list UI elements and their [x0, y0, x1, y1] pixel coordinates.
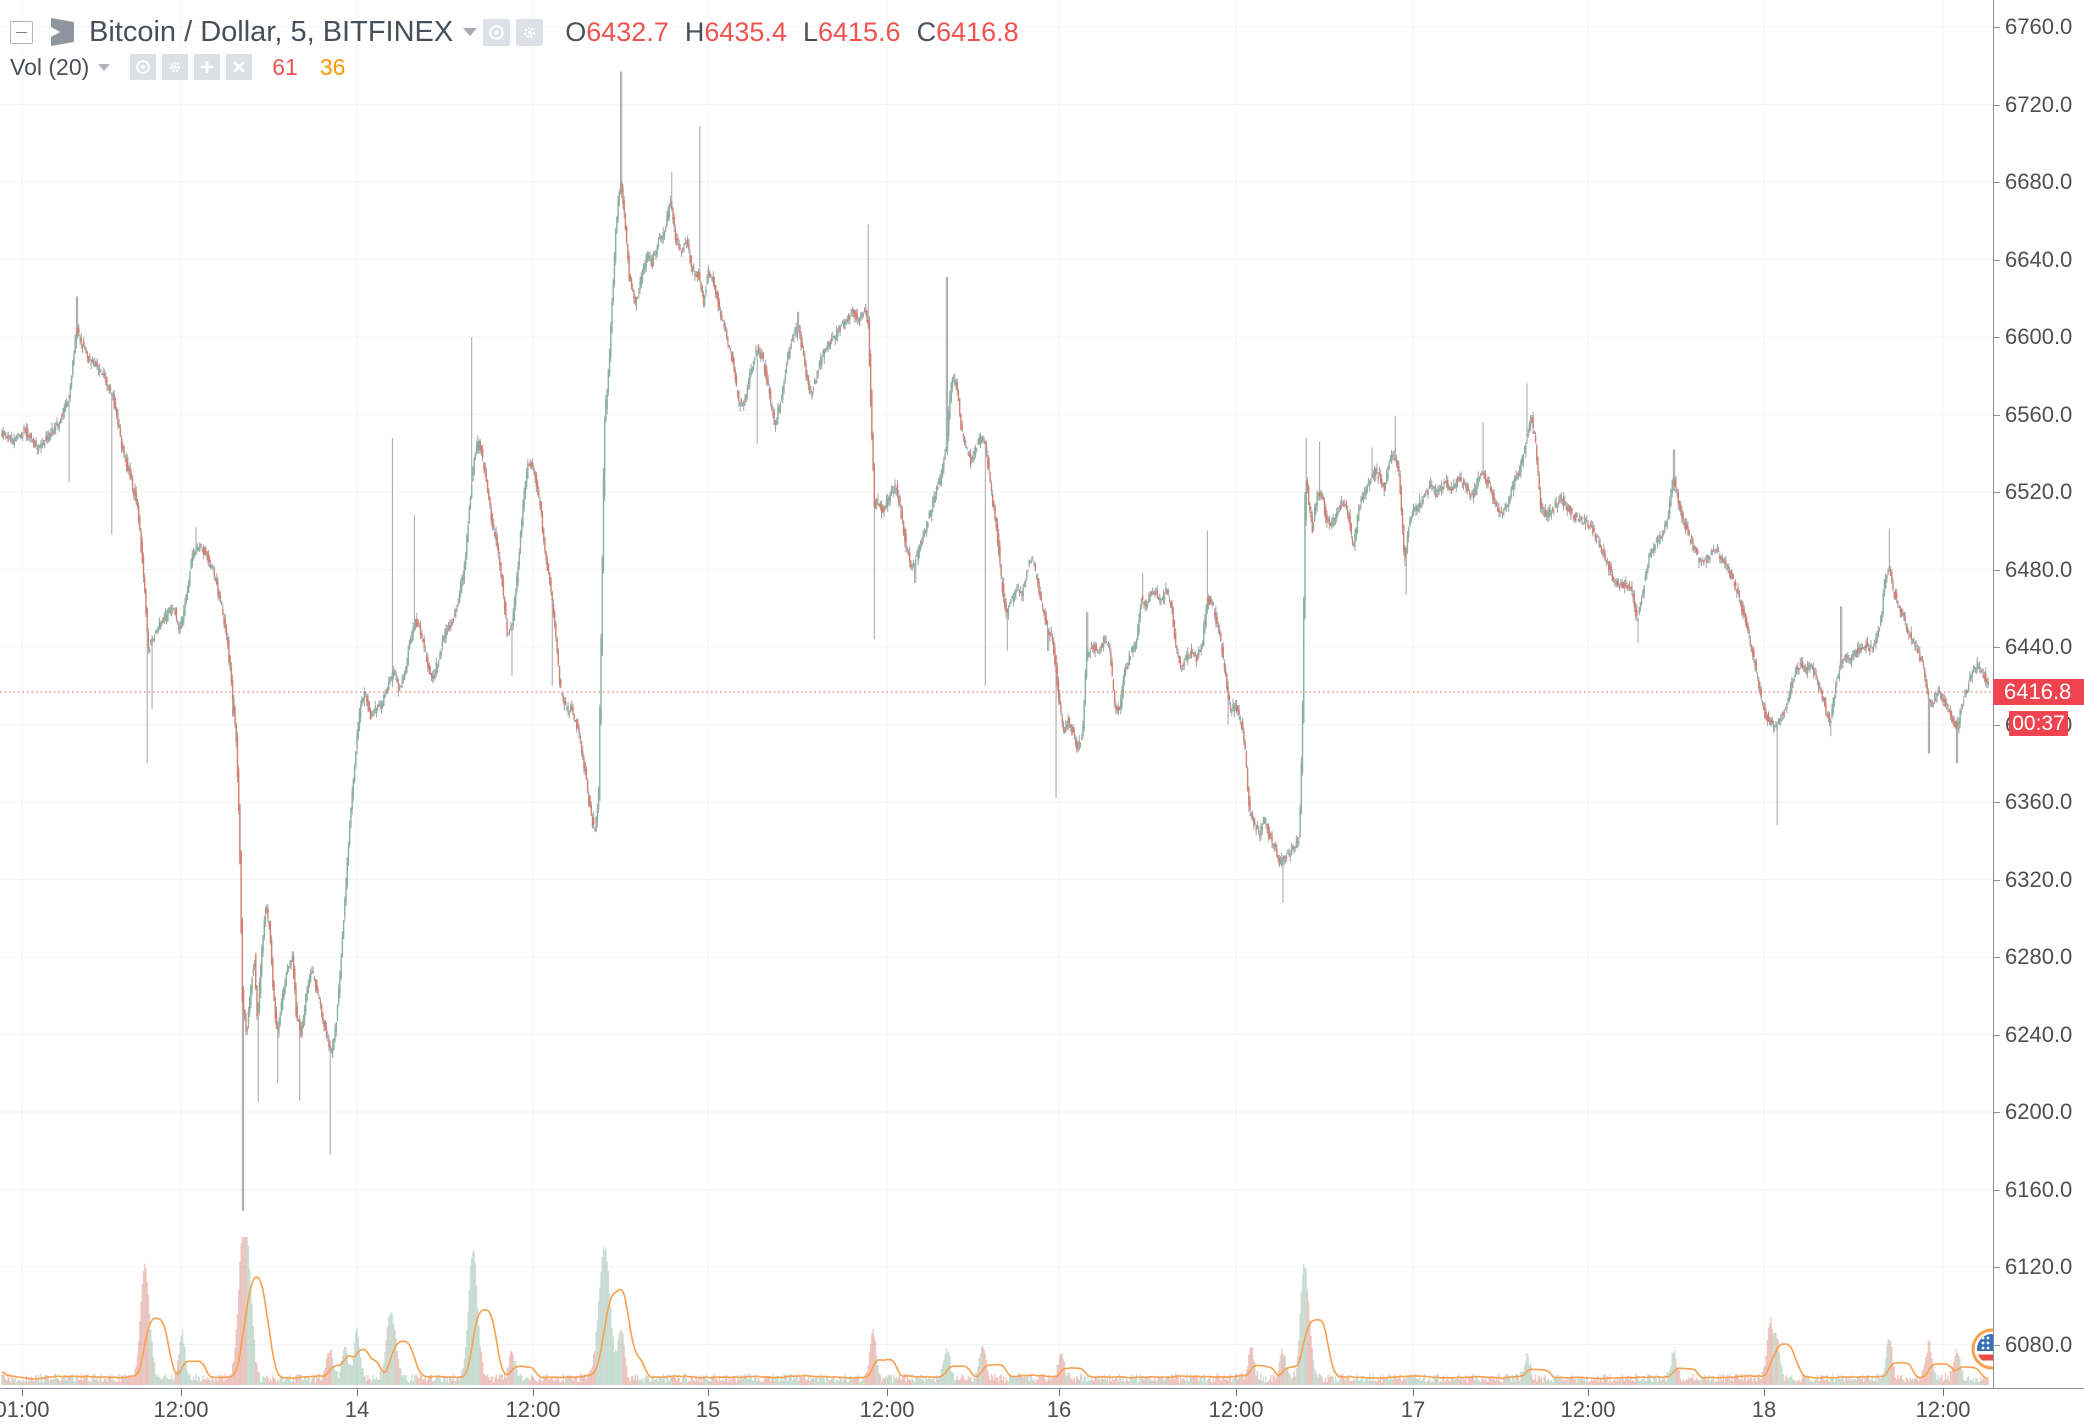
- time-tick-label: 12:00: [1915, 1397, 1971, 1422]
- price-tick-label: 6120.0: [1993, 1254, 2073, 1279]
- open-label: O: [565, 16, 587, 47]
- price-tick-label: 6600.0: [1993, 324, 2073, 349]
- series-legend-row: Bitcoin / Dollar, 5, BITFINEX O6432.7 H64…: [10, 14, 1035, 50]
- high-value: 6435.4: [704, 16, 787, 47]
- time-tick-mark: [1059, 1389, 1060, 1396]
- indicator-close-button[interactable]: [226, 54, 253, 80]
- price-tick-label: 6200.0: [1993, 1099, 2073, 1124]
- time-tick-mark: [1764, 1389, 1765, 1396]
- low-label: L: [802, 16, 818, 47]
- price-tick-label: 6560.0: [1993, 401, 2073, 427]
- series-title[interactable]: Bitcoin / Dollar, 5, BITFINEX: [89, 15, 454, 48]
- close-label: C: [916, 16, 937, 47]
- indicator-eye-button[interactable]: [130, 54, 157, 80]
- time-axis[interactable]: 01:00 12:00 14 12:00 15 12:00 16 12:00 17 12:00 18…: [0, 1388, 2084, 1424]
- high-label: H: [684, 16, 705, 47]
- time-tick-label: 12:00: [505, 1397, 561, 1422]
- time-tick-mark: [1943, 1389, 1944, 1396]
- time-tick-mark: [357, 1389, 358, 1396]
- price-tick-label: 6440.0: [1993, 634, 2073, 659]
- time-tick-label: 17: [1400, 1397, 1426, 1422]
- price-plot[interactable]: [0, 0, 1993, 1388]
- time-tick-mark: [1236, 1389, 1237, 1396]
- indicator-add-button[interactable]: [194, 54, 221, 80]
- series-flag-icon: [51, 18, 74, 46]
- time-tick-label: 12:00: [1560, 1397, 1616, 1422]
- legend-collapse-button[interactable]: [10, 20, 33, 44]
- low-value: 6415.6: [817, 16, 901, 47]
- price-tick-label: 6760.0: [1993, 14, 2073, 39]
- volume-values: 61 36: [272, 54, 345, 81]
- time-tick-mark: [181, 1389, 182, 1396]
- ohlc-readout: O6432.7 H6435.4 L6415.6 C6416.8: [565, 17, 1034, 48]
- price-tick-label: 6240.0: [1993, 1021, 2073, 1047]
- time-tick-mark: [22, 1389, 23, 1396]
- price-tick-label: 6080.0: [1993, 1331, 2073, 1357]
- time-tick-label: 12:00: [153, 1397, 209, 1422]
- price-tick-label: 6480.0: [1993, 556, 2073, 582]
- time-tick-label: 01:00: [0, 1397, 50, 1422]
- time-tick-mark: [1588, 1389, 1589, 1396]
- time-tick-label: 16: [1046, 1397, 1072, 1422]
- close-value: 6416.8: [936, 16, 1019, 47]
- volume-value-red: 61: [272, 53, 298, 80]
- series-settings-gear-button[interactable]: [516, 18, 544, 46]
- time-tick-label: 12:00: [859, 1397, 915, 1422]
- price-tick-label: 6640.0: [1993, 246, 2073, 272]
- price-tick-label: 6520.0: [1993, 479, 2073, 504]
- open-value: 6432.7: [586, 16, 669, 47]
- volume-value-orange: 36: [319, 53, 346, 80]
- price-tick-label: 6320.0: [1993, 866, 2073, 892]
- series-eye-button[interactable]: [483, 18, 511, 46]
- time-tick-label: 18: [1751, 1397, 1777, 1422]
- time-tick-mark: [708, 1389, 709, 1396]
- price-tick-label: 6160.0: [1993, 1176, 2073, 1202]
- price-tick-label: 6360.0: [1993, 789, 2073, 814]
- price-tick-label: 6680.0: [1993, 169, 2073, 194]
- time-tick-label: 12:00: [1208, 1397, 1264, 1422]
- time-tick-label: 14: [344, 1397, 370, 1422]
- price-tick-label: 6720.0: [1993, 91, 2073, 117]
- time-tick-mark: [1413, 1389, 1414, 1396]
- indicator-legend-row: Vol (20) 61 36: [10, 52, 1035, 82]
- price-tick-label: 6280.0: [1993, 944, 2073, 969]
- series-dropdown-caret-icon[interactable]: [463, 28, 478, 36]
- indicator-settings-gear-button[interactable]: [162, 54, 189, 80]
- time-tick-mark: [533, 1389, 534, 1396]
- volume-indicator-label[interactable]: Vol (20): [10, 53, 90, 80]
- bar-countdown-badge: 00:37: [2009, 710, 2068, 736]
- indicator-dropdown-caret-icon[interactable]: [98, 63, 111, 71]
- legend: Bitcoin / Dollar, 5, BITFINEX O6432.7 H64…: [10, 14, 1035, 82]
- time-tick-mark: [887, 1389, 888, 1396]
- time-tick-label: 15: [695, 1397, 721, 1422]
- last-price-badge: 6416.8: [1993, 678, 2084, 705]
